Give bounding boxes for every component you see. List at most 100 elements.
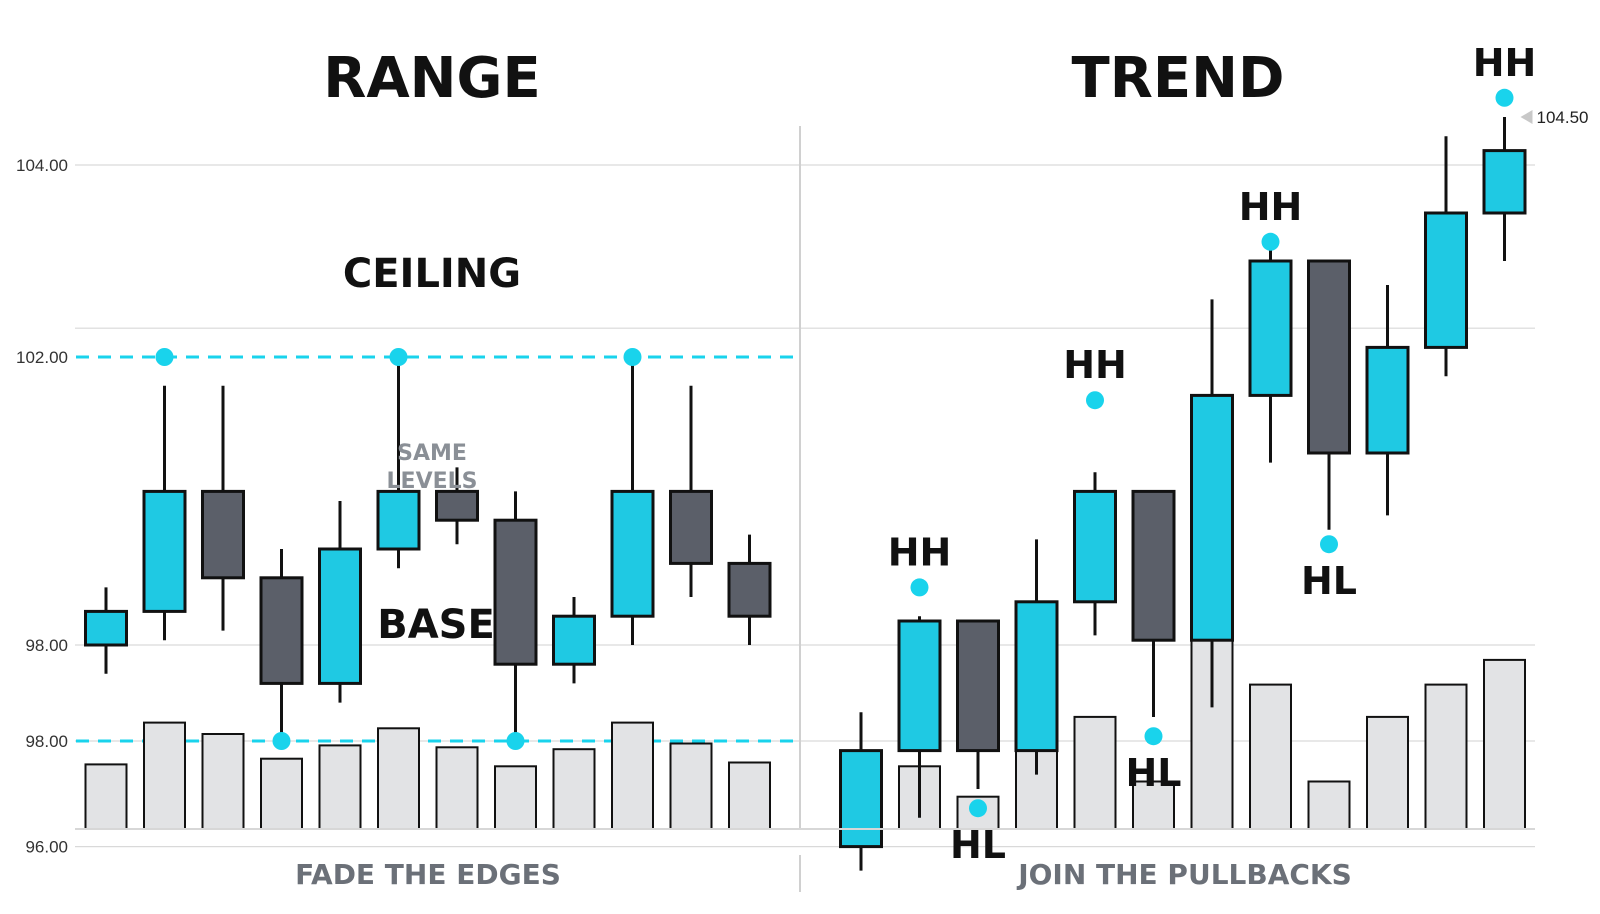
range-title: RANGE — [323, 46, 541, 111]
higher-high-label: HH — [1239, 185, 1303, 229]
volume-bar — [1366, 715, 1409, 831]
volume-bar — [1249, 683, 1292, 830]
y-tick-label: 98.00 — [25, 636, 68, 655]
volume-bar — [1073, 715, 1117, 831]
bullish-candle — [318, 501, 362, 703]
candle-body — [1365, 345, 1410, 455]
bullish-candle — [1365, 285, 1410, 516]
volume-bar — [611, 721, 654, 830]
candle-body — [669, 489, 713, 565]
price-tag-pointer — [1520, 110, 1533, 124]
trend-title: TREND — [1072, 46, 1285, 111]
higher-high-marker — [1261, 232, 1280, 251]
bearish-candle — [727, 534, 772, 645]
ceiling-label: CEILING — [343, 251, 521, 297]
range-candles — [84, 357, 772, 741]
candle-body — [84, 609, 128, 647]
bullish-candle — [1482, 117, 1527, 261]
range-footer: FADE THE EDGES — [295, 858, 561, 891]
volume-bar — [494, 765, 537, 830]
bullish-candle — [1073, 472, 1117, 636]
volume-bar — [552, 748, 596, 831]
volume-bar — [1307, 780, 1351, 830]
candle-body — [727, 561, 772, 618]
candle-body — [435, 489, 479, 522]
higher-high-label: HH — [1063, 343, 1127, 387]
level-touch-marker — [272, 732, 291, 750]
candle-body — [259, 576, 304, 685]
bearish-candle — [669, 385, 713, 597]
bullish-candle — [376, 357, 421, 569]
bullish-candle — [552, 597, 596, 684]
candle-body — [318, 547, 362, 685]
bullish-candle — [610, 357, 655, 645]
candle-body — [956, 619, 1000, 753]
range-levels — [76, 355, 800, 743]
candle-body — [1482, 149, 1527, 215]
bearish-candle — [1307, 259, 1351, 530]
bullish-candle — [1190, 299, 1234, 708]
trend-volume-bars — [839, 638, 1526, 831]
candle-body — [839, 749, 883, 849]
candle-body — [552, 614, 596, 666]
candle-body — [897, 619, 942, 753]
y-tick-label: 98.00 — [25, 732, 68, 751]
volume-bar — [260, 757, 303, 831]
bearish-candle — [259, 549, 304, 741]
candle-body — [1131, 489, 1176, 642]
level-touch-marker — [389, 348, 408, 366]
same-levels-note-line-1: SAME — [397, 441, 467, 466]
bearish-candle — [956, 619, 1000, 789]
level-touch-marker — [155, 348, 174, 366]
bullish-candle — [839, 712, 883, 871]
higher-low-label: HL — [1125, 751, 1181, 795]
higher-low-marker — [969, 799, 987, 818]
bullish-candle — [897, 616, 942, 818]
higher-high-marker — [1495, 88, 1514, 107]
level-touch-marker — [623, 348, 642, 366]
level-touch-marker — [506, 732, 525, 750]
higher-high-marker — [910, 578, 929, 597]
bearish-candle — [201, 385, 245, 631]
trend-footer: JOIN THE PULLBACKS — [1016, 858, 1352, 891]
higher-high-label: HH — [888, 530, 952, 574]
volume-bar — [201, 733, 245, 830]
bullish-candle — [1014, 539, 1059, 775]
candle-body — [1073, 489, 1117, 604]
higher-low-marker — [1320, 535, 1338, 554]
volume-bar — [84, 763, 128, 831]
bearish-candle — [435, 467, 479, 545]
range-touch-markers — [155, 348, 642, 750]
candle-body — [1307, 259, 1351, 455]
bullish-candle — [1248, 246, 1293, 463]
candle-body — [142, 489, 187, 613]
range-volume-bars — [84, 721, 771, 831]
volume-bar — [728, 761, 771, 830]
y-tick-label: 102.00 — [16, 348, 68, 367]
volume-bar — [435, 746, 479, 830]
y-tick-label: 96.00 — [25, 838, 68, 857]
trend-candles — [839, 117, 1527, 871]
bullish-candle — [1424, 136, 1468, 377]
bearish-candle — [493, 491, 538, 741]
higher-high-marker — [1086, 391, 1104, 410]
trend-swing-markers: HHHLHHHLHHHLHH96.00104.50 — [888, 41, 1589, 867]
bearish-candle — [1131, 489, 1176, 717]
base-label: BASE — [377, 602, 495, 648]
bullish-candle — [84, 587, 128, 674]
volume-bar — [1483, 658, 1526, 831]
candle-body — [376, 489, 421, 551]
candle-body — [493, 518, 538, 666]
higher-high-label: HH — [1473, 41, 1537, 85]
bullish-candle — [142, 385, 187, 641]
candle-body — [1424, 211, 1468, 349]
price-tag-label: 104.50 — [1537, 108, 1589, 127]
volume-bar — [143, 721, 186, 830]
higher-low-label: HL — [950, 823, 1006, 867]
same-levels-note-line-2: LEVELS — [387, 469, 478, 494]
candle-body — [610, 489, 655, 618]
volume-bar — [1424, 683, 1468, 830]
candle-body — [201, 489, 245, 580]
higher-low-label: HL — [1301, 559, 1357, 603]
